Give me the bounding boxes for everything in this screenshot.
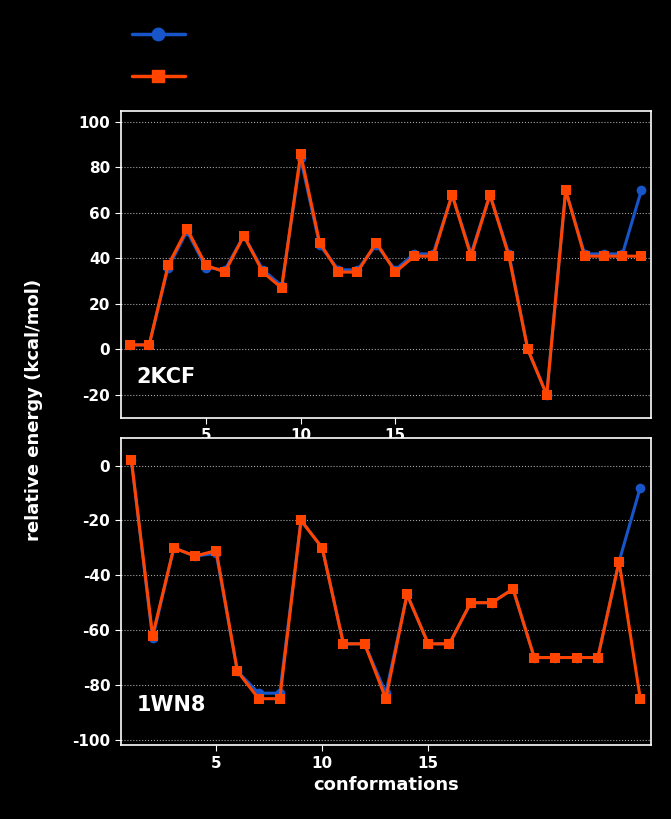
X-axis label: conformations: conformations — [313, 776, 459, 794]
Text: full system DFT: full system DFT — [201, 24, 372, 43]
Text: 1WN8: 1WN8 — [137, 695, 206, 714]
Text: relative energy (kcal/mol): relative energy (kcal/mol) — [25, 278, 42, 541]
Text: 2KCF: 2KCF — [137, 367, 196, 387]
Text: fragment method, GMBE(2): fragment method, GMBE(2) — [201, 66, 503, 85]
